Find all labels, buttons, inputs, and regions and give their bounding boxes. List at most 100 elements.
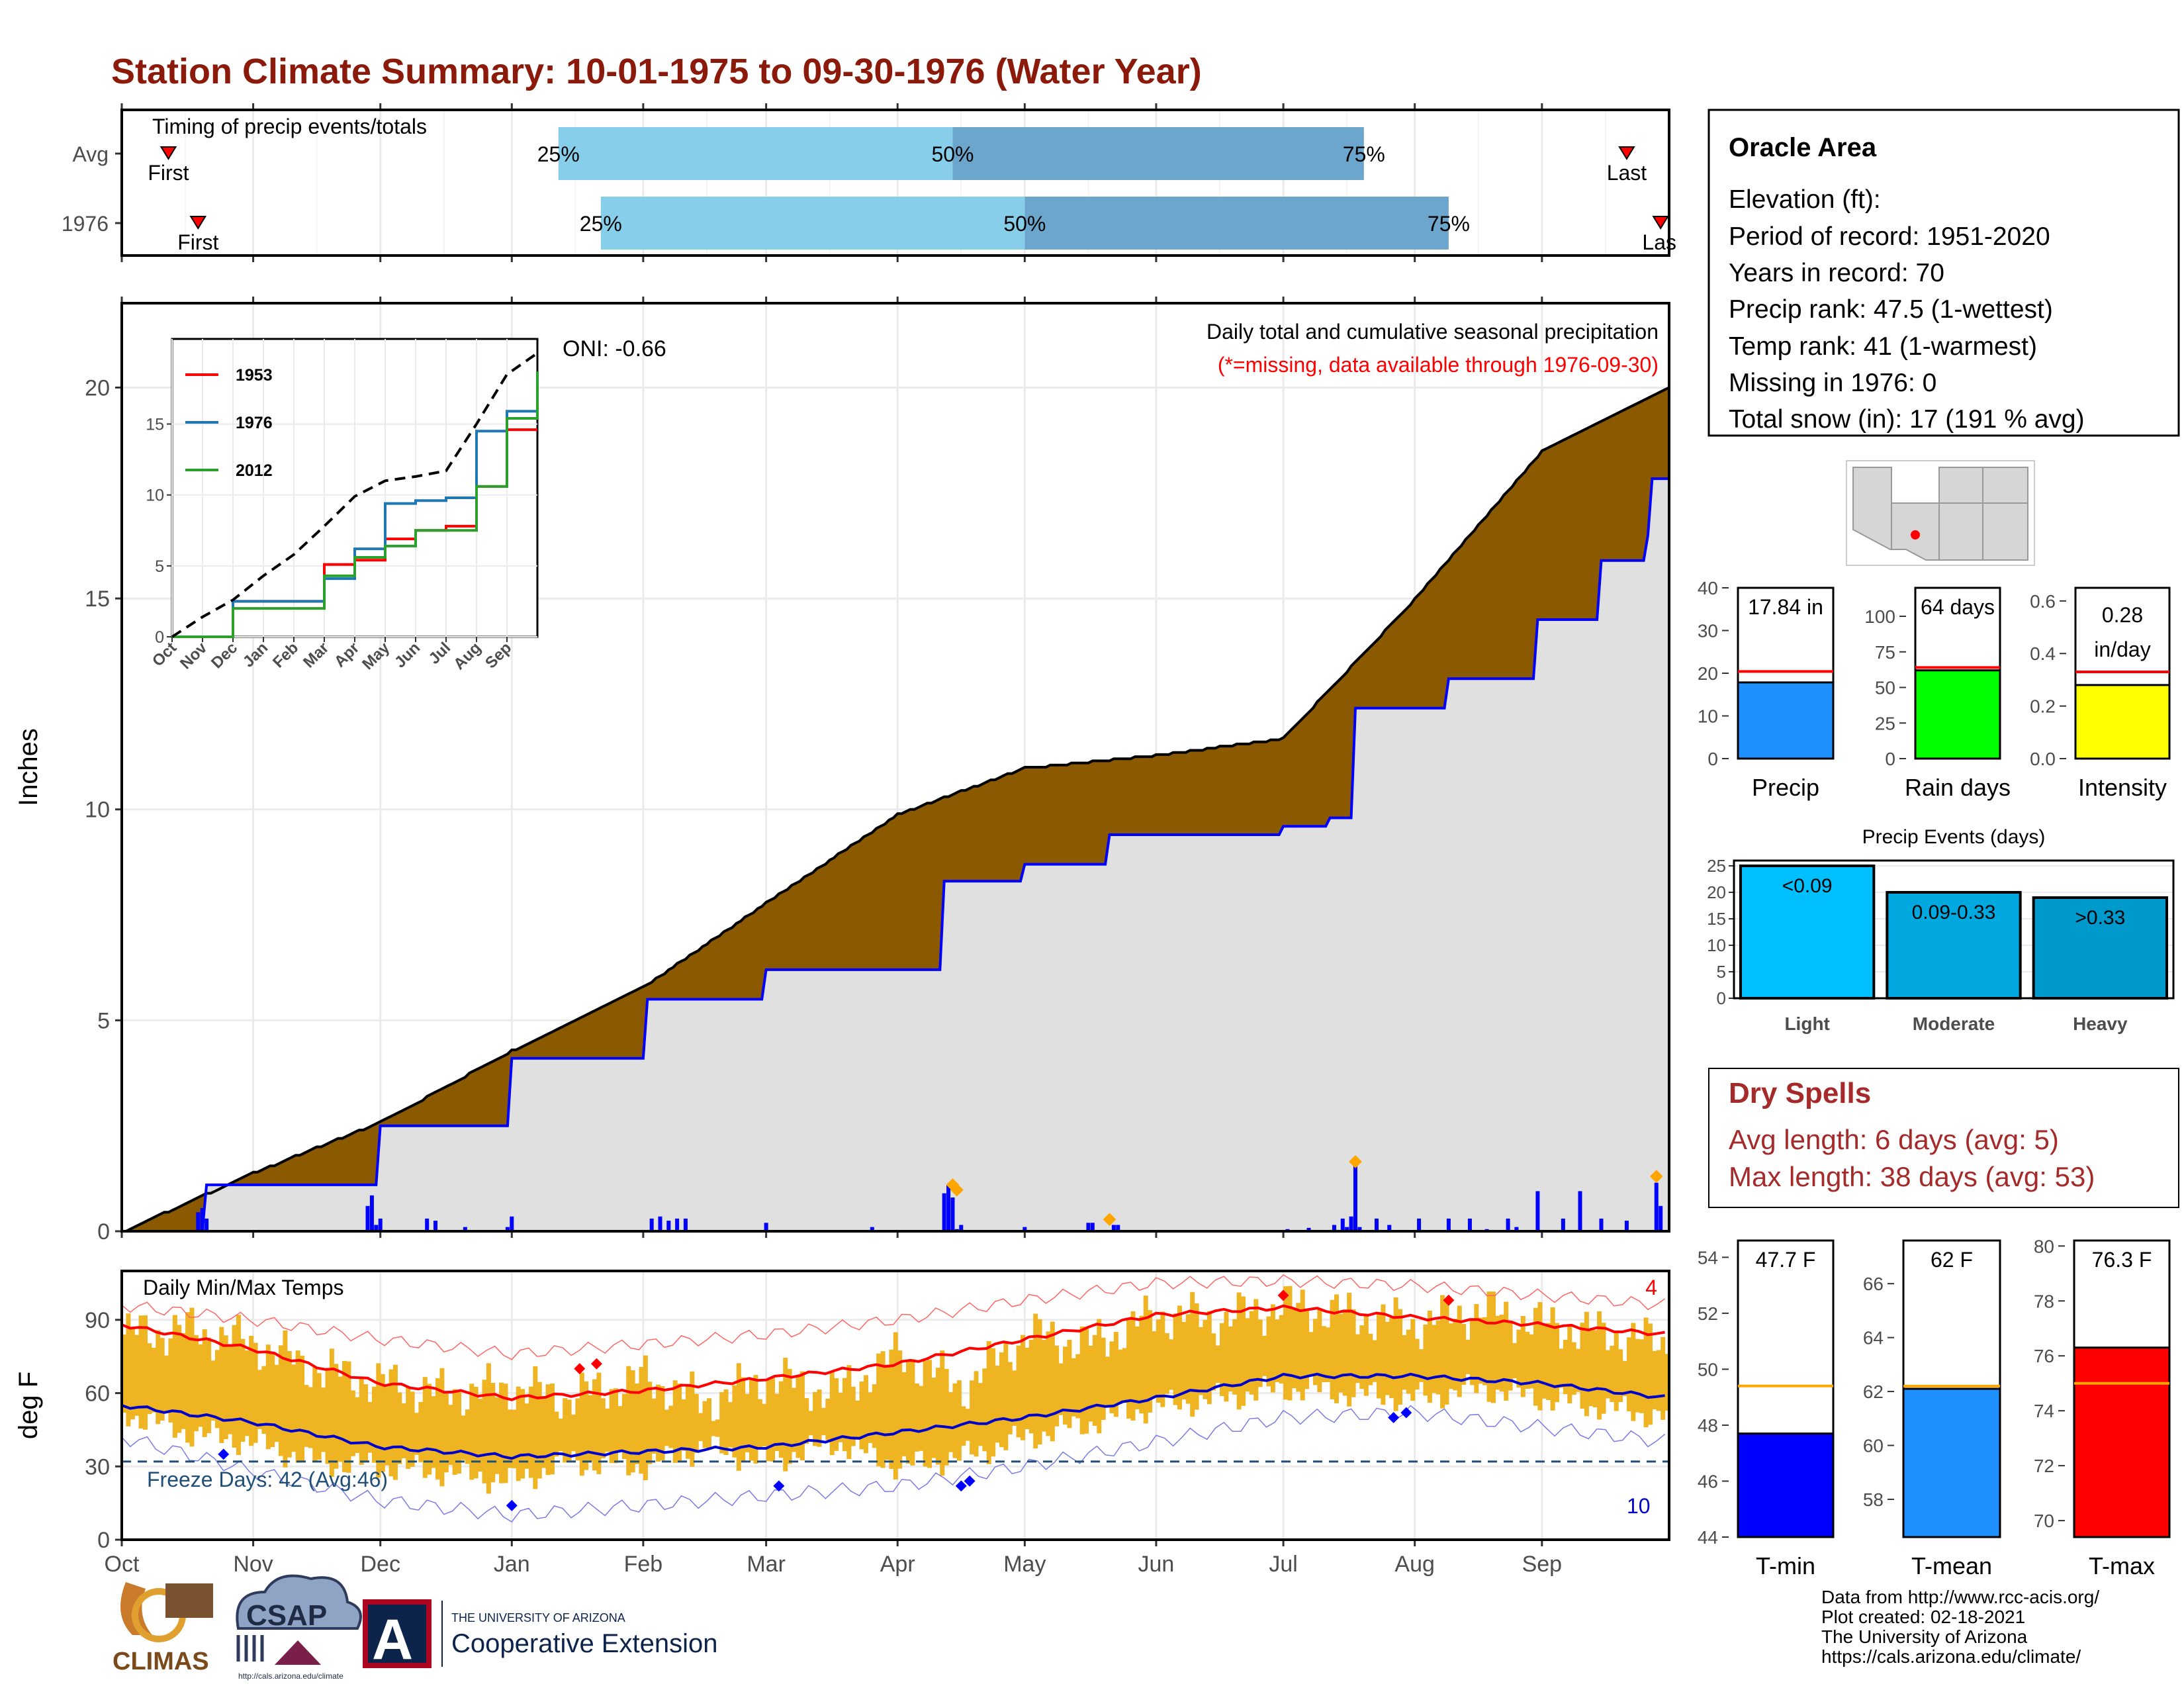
- summary-value-text: 64 days: [1921, 595, 1995, 619]
- daily-temp-bar: [931, 1378, 936, 1458]
- daily-temp-bar: [465, 1409, 470, 1464]
- daily-temp-bar: [600, 1398, 606, 1459]
- daily-temp-bar: [1291, 1307, 1297, 1389]
- daily-temp-bar: [1533, 1307, 1539, 1406]
- daily-temp-bar: [1266, 1316, 1271, 1387]
- record-low-count: 10: [1627, 1494, 1651, 1518]
- temp-ytick-label: 30: [85, 1454, 110, 1479]
- daily-temp-bar: [193, 1335, 199, 1432]
- daily-temp-bar: [236, 1315, 241, 1456]
- snow-event-marker: [1349, 1154, 1362, 1168]
- daily-temp-bar: [741, 1377, 746, 1462]
- precip-ylabel: Inches: [14, 728, 43, 806]
- events-ytick-label: 25: [1707, 856, 1726, 876]
- daily-temp-bar: [694, 1393, 699, 1453]
- daily-temp-bar: [774, 1393, 780, 1452]
- summary-ytick-label: 60: [1863, 1436, 1884, 1456]
- daily-temp-bar: [1393, 1297, 1398, 1411]
- daily-temp-bar: [554, 1411, 559, 1457]
- daily-precip-bar: [1116, 1225, 1120, 1231]
- daily-temp-bar: [1088, 1345, 1093, 1422]
- daily-temp-bar: [1101, 1337, 1106, 1420]
- daily-temp-bar: [270, 1352, 275, 1448]
- precip-ytick-label: 0: [97, 1219, 110, 1244]
- daily-precip-bar: [649, 1218, 654, 1231]
- daily-temp-bar: [1368, 1333, 1373, 1385]
- event-bar-label: >0.33: [2075, 907, 2125, 929]
- daily-temp-bar: [541, 1397, 547, 1468]
- university-arizona-logo: A THE UNIVERSITY OF ARIZONA Cooperative …: [363, 1599, 717, 1671]
- daily-temp-bar: [1432, 1325, 1437, 1393]
- record-high-marker: [1443, 1294, 1455, 1306]
- summary-ytick-label: 70: [2034, 1511, 2054, 1531]
- daily-temp-bar: [1054, 1345, 1060, 1427]
- daily-temp-bar: [1656, 1350, 1661, 1411]
- temp-frame: [120, 1270, 1670, 1541]
- daily-temp-bar: [1092, 1335, 1097, 1426]
- daily-temp-bar: [584, 1381, 589, 1470]
- daily-temp-bar: [240, 1338, 246, 1442]
- daily-precip-bar: [1467, 1218, 1472, 1231]
- locator-map: [1846, 460, 2035, 566]
- daily-temp-bar: [592, 1379, 598, 1471]
- daily-temp-bar: [359, 1379, 364, 1465]
- inset-ytick-label: 15: [146, 416, 164, 434]
- daily-temp-bar: [257, 1370, 262, 1429]
- daily-precip-bar: [683, 1218, 688, 1231]
- daily-temp-bar: [643, 1355, 648, 1481]
- daily-temp-bar: [719, 1392, 725, 1454]
- daily-temp-bar: [1592, 1330, 1598, 1407]
- daily-temp-bar: [346, 1361, 351, 1473]
- daily-temp-bar: [639, 1366, 644, 1474]
- daily-temp-bar: [850, 1386, 856, 1446]
- daily-precip-bar: [1387, 1225, 1392, 1231]
- daily-temp-bar: [406, 1387, 411, 1469]
- daily-temp-bar: [893, 1332, 898, 1479]
- summary-value-bar: [1737, 681, 1835, 760]
- daily-temp-bar: [342, 1360, 347, 1472]
- daily-temp-bar: [563, 1398, 568, 1463]
- daily-temp-bar: [261, 1366, 267, 1434]
- daily-temp-bar: [970, 1380, 975, 1455]
- daily-temp-bar: [232, 1325, 237, 1448]
- summary-value-bar: [2074, 684, 2171, 760]
- daily-temp-bar: [168, 1338, 173, 1423]
- daily-temp-bar: [159, 1338, 165, 1421]
- daily-temp-bar: [1215, 1345, 1220, 1383]
- daily-temp-bar: [524, 1403, 529, 1469]
- daily-temp-bar: [842, 1378, 847, 1452]
- temp-xtick-label: Aug: [1394, 1552, 1435, 1577]
- daily-temp-bar: [1504, 1301, 1509, 1401]
- station-elevation: Elevation (ft):: [1729, 185, 1881, 214]
- daily-temp-bar: [1220, 1323, 1225, 1396]
- daily-temp-bar: [817, 1389, 822, 1447]
- daily-temp-bar: [656, 1384, 661, 1462]
- daily-temp-bar: [940, 1350, 945, 1476]
- event-bar-label: <0.09: [1782, 875, 1833, 897]
- summary-ytick-label: 75: [1875, 642, 1895, 663]
- daily-temp-bar: [490, 1383, 496, 1483]
- daily-temp-bar: [350, 1390, 355, 1456]
- daily-temp-bar: [1033, 1313, 1038, 1449]
- summary-ytick-label: 72: [2034, 1456, 2054, 1476]
- dry-spells-avg: Avg length: 6 days (avg: 5): [1729, 1124, 2059, 1155]
- daily-precip-bar: [1514, 1227, 1519, 1231]
- summary-ytick-label: 0.0: [2030, 749, 2056, 769]
- inset-series-line: [171, 352, 539, 638]
- first-event-marker: [189, 216, 207, 230]
- daily-temp-bar: [626, 1366, 631, 1476]
- daily-temp-bar: [265, 1344, 271, 1450]
- daily-precip-bar: [942, 1193, 946, 1231]
- summary-ytick-label: 66: [1863, 1274, 1884, 1294]
- record-low-marker: [1400, 1407, 1412, 1419]
- daily-precip-bar: [463, 1227, 467, 1231]
- daily-temp-bar: [1486, 1291, 1492, 1402]
- daily-temp-bar: [974, 1371, 979, 1457]
- daily-temp-bar: [533, 1366, 538, 1489]
- temp-xtick-label: Nov: [233, 1552, 273, 1577]
- daily-temp-bar: [380, 1374, 385, 1472]
- daily-temp-bar: [609, 1389, 614, 1464]
- daily-temp-bar: [1122, 1348, 1127, 1403]
- daily-temp-bar: [295, 1350, 300, 1463]
